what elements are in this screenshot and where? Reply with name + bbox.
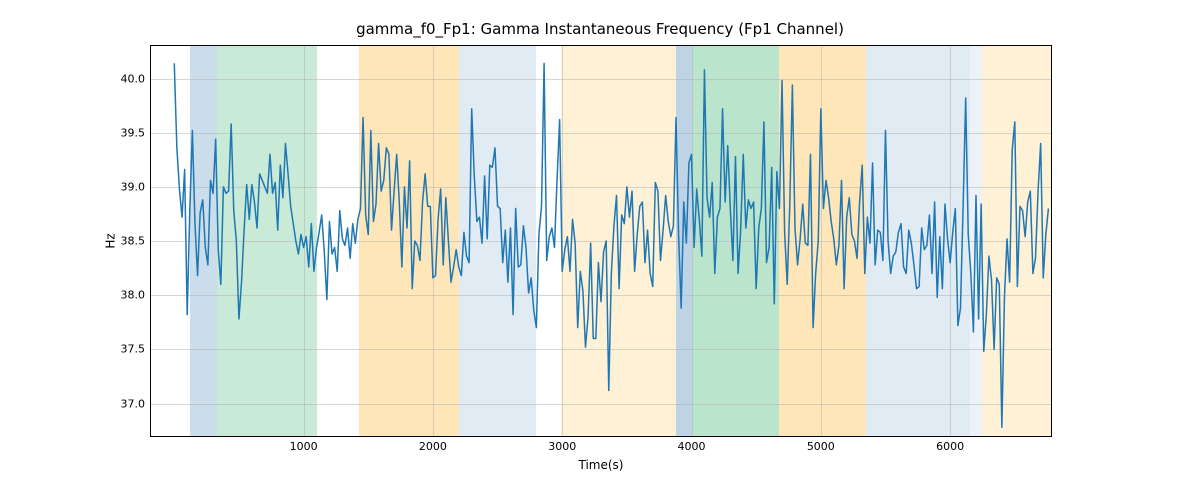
x-tick-label: 6000 (936, 436, 964, 453)
y-tick-label: 39.5 (121, 126, 152, 139)
y-axis-label: Hz (104, 233, 118, 248)
chart-title: gamma_f0_Fp1: Gamma Instantaneous Freque… (0, 20, 1200, 38)
y-tick-label: 38.0 (121, 289, 152, 302)
x-tick-label: 1000 (290, 436, 318, 453)
x-tick-label: 5000 (807, 436, 835, 453)
x-axis-label: Time(s) (579, 458, 624, 472)
y-tick-label: 37.0 (121, 397, 152, 410)
plot-area: Hz Time(s) 37.037.538.038.539.039.540.01… (150, 45, 1052, 437)
x-tick-label: 3000 (548, 436, 576, 453)
y-tick-label: 37.5 (121, 343, 152, 356)
x-tick-label: 2000 (419, 436, 447, 453)
line-series (151, 46, 1051, 436)
x-tick-label: 4000 (678, 436, 706, 453)
y-tick-label: 40.0 (121, 72, 152, 85)
y-tick-label: 38.5 (121, 235, 152, 248)
chart-container: gamma_f0_Fp1: Gamma Instantaneous Freque… (0, 0, 1200, 500)
y-tick-label: 39.0 (121, 180, 152, 193)
